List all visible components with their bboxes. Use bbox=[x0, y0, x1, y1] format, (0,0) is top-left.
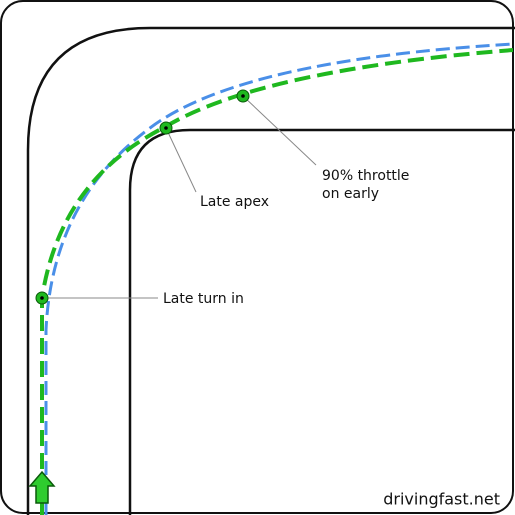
track-inner-edge bbox=[128, 128, 515, 515]
annotation: 90% throttle bbox=[322, 168, 409, 184]
annotation: on early bbox=[322, 186, 379, 202]
leader-lines bbox=[42, 95, 317, 299]
annotation: Late turn in bbox=[163, 291, 244, 307]
direction-arrow bbox=[28, 470, 56, 504]
marker-center bbox=[164, 126, 168, 130]
marker-centers bbox=[40, 94, 245, 300]
track-outer-edge bbox=[26, 26, 515, 515]
watermark: drivingfast.net bbox=[383, 490, 500, 509]
marker-center bbox=[241, 94, 245, 98]
leader-line bbox=[242, 95, 317, 166]
annotation: Late apex bbox=[200, 194, 269, 210]
leader-line bbox=[165, 127, 197, 193]
ideal-line bbox=[44, 42, 514, 515]
marker-center bbox=[40, 296, 44, 300]
